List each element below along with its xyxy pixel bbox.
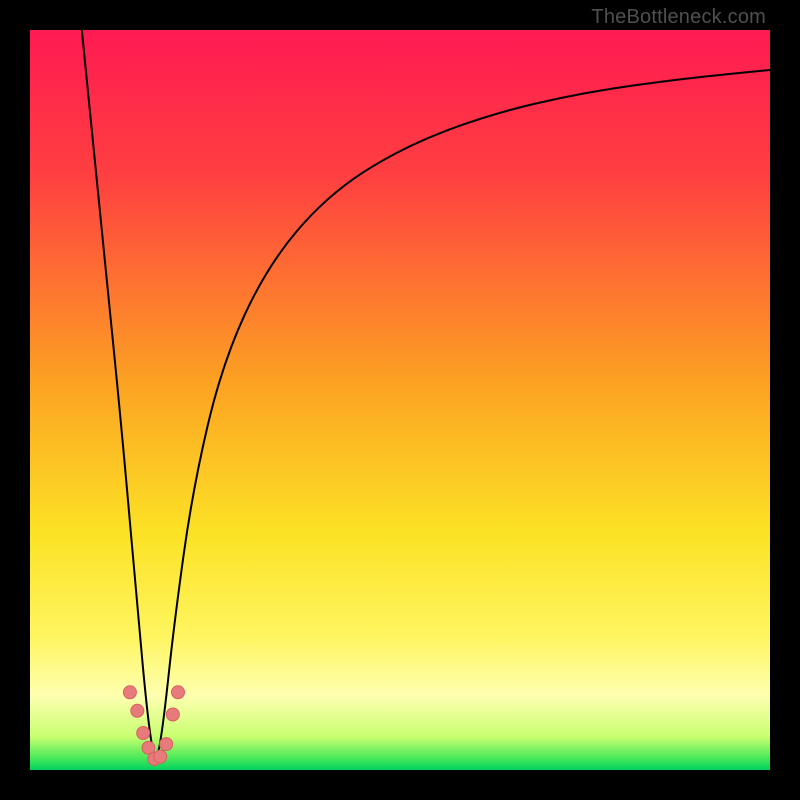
bottleneck-curve (30, 30, 770, 770)
data-marker (166, 708, 179, 721)
plot-area (30, 30, 770, 770)
data-marker (137, 727, 150, 740)
data-marker (123, 686, 136, 699)
data-marker (131, 704, 144, 717)
data-marker (160, 738, 173, 751)
data-marker (154, 750, 167, 763)
data-marker (172, 686, 185, 699)
chart-frame: TheBottleneck.com (0, 0, 800, 800)
watermark-text: TheBottleneck.com (591, 6, 766, 29)
